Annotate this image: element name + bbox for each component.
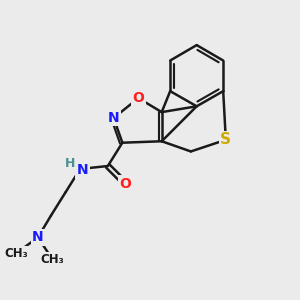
- Text: H: H: [65, 157, 75, 169]
- Text: S: S: [220, 132, 231, 147]
- Text: CH₃: CH₃: [4, 247, 28, 260]
- Text: CH₃: CH₃: [40, 253, 64, 266]
- Text: N: N: [108, 111, 119, 125]
- Text: N: N: [76, 164, 88, 177]
- Text: O: O: [119, 176, 131, 190]
- Text: O: O: [133, 91, 144, 105]
- Text: N: N: [32, 230, 44, 244]
